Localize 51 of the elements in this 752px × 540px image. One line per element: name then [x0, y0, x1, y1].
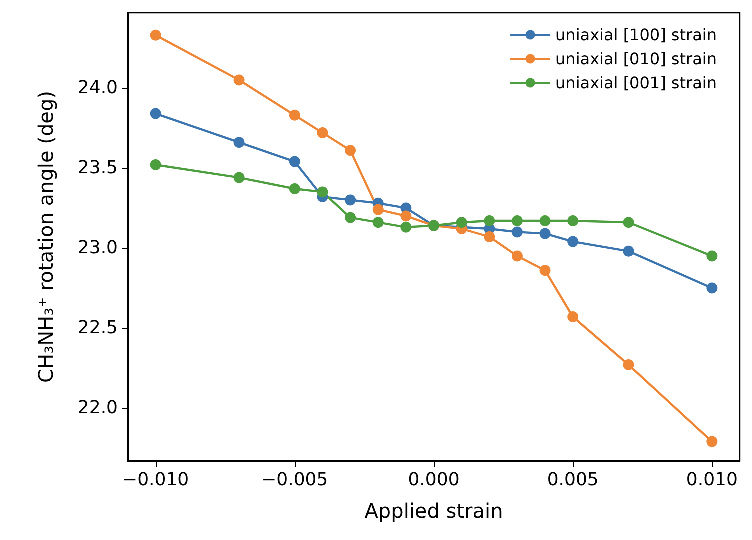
point — [568, 236, 579, 248]
point — [623, 246, 634, 257]
point — [317, 128, 328, 138]
point — [372, 217, 384, 228]
point — [400, 210, 412, 222]
point — [623, 360, 634, 370]
point — [345, 194, 356, 206]
point — [150, 30, 162, 41]
point — [372, 204, 384, 216]
point — [568, 312, 579, 322]
point — [234, 172, 245, 184]
point — [540, 265, 551, 276]
y-tick-label: 23.5 — [78, 158, 118, 179]
point — [540, 216, 551, 226]
point — [289, 110, 300, 121]
legend-label: uniaxial [010] strain — [556, 50, 717, 68]
x-tick-label: 0.000 — [408, 470, 460, 490]
y-tick-label: 22.5 — [78, 318, 118, 339]
point — [400, 222, 412, 233]
x-tick-label: 0.005 — [547, 470, 599, 490]
point — [289, 156, 300, 168]
point — [484, 232, 496, 242]
x-tick-label: 0.010 — [686, 470, 738, 490]
point — [345, 212, 356, 224]
point — [540, 228, 551, 240]
x-axis-title: Applied strain — [364, 499, 504, 523]
y-tick-label: 23.0 — [78, 238, 118, 259]
point — [345, 145, 356, 156]
point — [150, 108, 162, 120]
legend-label: uniaxial [100] strain — [556, 26, 717, 44]
point — [456, 217, 468, 228]
point — [706, 250, 718, 262]
point — [289, 184, 300, 194]
point — [317, 186, 328, 198]
point — [512, 216, 523, 226]
point — [234, 74, 245, 86]
y-tick-label: 24.0 — [78, 78, 118, 99]
point — [706, 282, 718, 294]
x-tick-label: −0.010 — [122, 470, 190, 490]
point — [512, 226, 523, 238]
point — [150, 160, 162, 170]
point — [623, 217, 634, 228]
legend-label: uniaxial [001] strain — [556, 74, 717, 92]
point — [484, 216, 496, 226]
point — [706, 436, 718, 448]
y-axis-title: CH₃NH₃⁺ rotation angle (deg) — [34, 91, 58, 383]
point — [234, 137, 245, 148]
x-tick-label: −0.005 — [262, 470, 328, 490]
y-tick-label: 22.0 — [78, 398, 118, 419]
point — [568, 216, 579, 226]
point — [512, 250, 523, 262]
